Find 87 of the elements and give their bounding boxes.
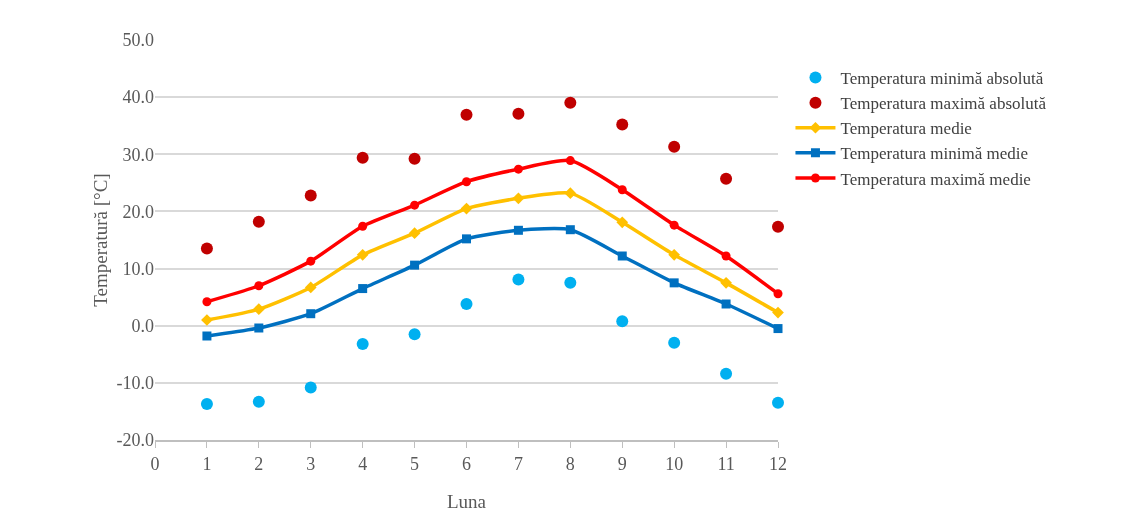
x-tick-label: 3 <box>306 453 316 474</box>
legend-label: Temperatura maximă absolută <box>840 94 1047 114</box>
point <box>616 216 629 229</box>
x-tick-label: 9 <box>617 453 627 474</box>
point <box>408 328 421 341</box>
point <box>773 324 783 334</box>
legend-label: Temperatura minimă absolută <box>840 69 1044 89</box>
y-tick-label: 30.0 <box>122 144 154 165</box>
x-tick-label: 4 <box>358 453 368 474</box>
point <box>304 281 317 294</box>
point <box>669 220 679 230</box>
point <box>358 221 368 231</box>
y-tick-label: -10.0 <box>116 373 154 394</box>
point <box>462 177 471 187</box>
point <box>306 309 316 319</box>
point <box>410 260 420 270</box>
legend-label: Temperatura minimă medie <box>840 144 1029 164</box>
x-tick-label: 0 <box>150 453 160 474</box>
point <box>720 277 732 289</box>
point <box>616 315 629 328</box>
point <box>460 202 473 215</box>
point <box>356 151 369 164</box>
point <box>617 251 627 261</box>
x-tick-label: 10 <box>665 453 684 474</box>
point <box>669 278 679 288</box>
point <box>254 323 264 333</box>
point <box>513 164 523 174</box>
point <box>512 273 525 286</box>
y-tick-label: -20.0 <box>116 430 154 451</box>
point <box>668 249 681 261</box>
y-tick-label: 20.0 <box>122 201 154 222</box>
point <box>200 242 213 255</box>
point <box>565 156 575 166</box>
point <box>773 289 783 299</box>
point <box>564 96 577 109</box>
legend-label: Temperatura medie <box>840 119 972 139</box>
x-tick-label: 11 <box>717 453 735 474</box>
x-tick-label: 1 <box>202 453 212 474</box>
point <box>252 395 265 408</box>
x-tick-label: 5 <box>410 453 420 474</box>
point <box>304 189 317 202</box>
x-axis-title: Luna <box>446 491 487 512</box>
point <box>668 336 681 349</box>
point <box>200 398 213 410</box>
point <box>512 107 525 120</box>
point <box>202 331 212 341</box>
point <box>304 381 317 394</box>
point <box>564 276 577 289</box>
point <box>252 303 265 315</box>
x-tick-label: 8 <box>565 453 575 474</box>
point <box>202 297 212 307</box>
y-tick-label: 40.0 <box>122 87 154 108</box>
point <box>721 299 731 309</box>
point <box>358 284 368 294</box>
y-axis-title: Temperatură [°C] <box>90 173 111 307</box>
y-tick-label: 10.0 <box>122 258 154 279</box>
point <box>564 187 577 199</box>
point <box>460 108 473 121</box>
point <box>252 215 265 228</box>
x-tick-label: 7 <box>513 453 523 474</box>
point <box>772 306 784 319</box>
point <box>512 192 525 205</box>
point <box>513 225 523 235</box>
point <box>356 338 369 350</box>
point <box>772 396 784 409</box>
y-tick-label: 50.0 <box>122 30 154 51</box>
point <box>254 281 264 291</box>
point <box>616 118 629 131</box>
y-tick-label: 0.0 <box>131 316 154 337</box>
point <box>460 298 473 310</box>
point <box>565 225 575 235</box>
x-tick-label: 2 <box>254 453 264 474</box>
point <box>721 251 731 261</box>
point <box>356 249 369 261</box>
point <box>306 256 316 266</box>
x-tick-label: 6 <box>462 453 471 474</box>
point <box>617 185 627 195</box>
point <box>772 220 784 233</box>
legend-label: Temperatura maximă medie <box>840 169 1031 189</box>
point <box>668 140 681 153</box>
point <box>720 172 733 185</box>
point <box>410 200 420 210</box>
point <box>408 152 421 165</box>
point <box>408 227 421 239</box>
point <box>462 234 471 244</box>
point <box>720 367 733 380</box>
x-tick-label: 12 <box>769 453 787 474</box>
